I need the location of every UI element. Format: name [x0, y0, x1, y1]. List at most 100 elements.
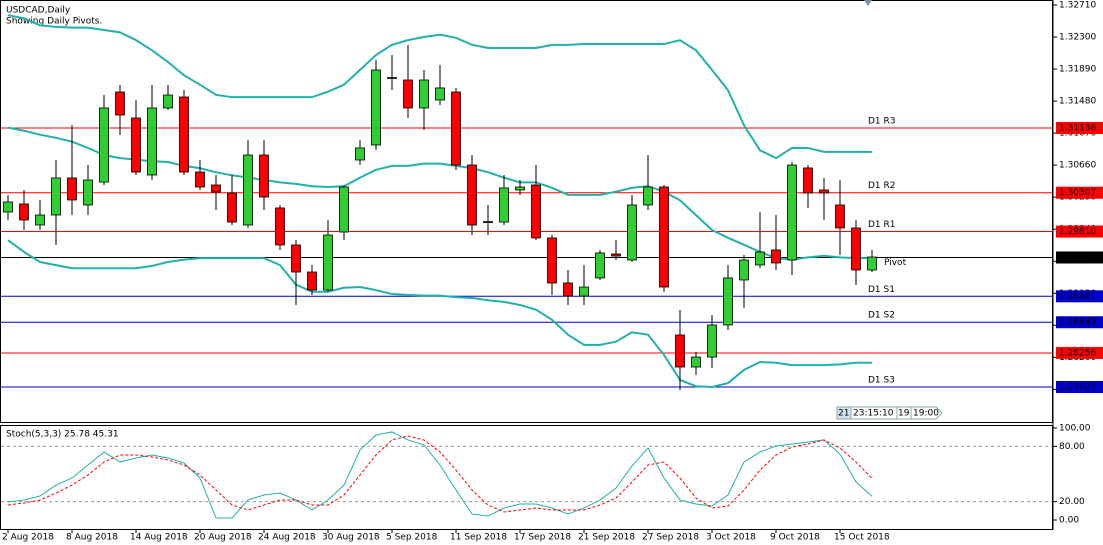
candle-body	[707, 324, 717, 358]
candle-body	[723, 277, 733, 326]
x-tick-label: 11 Sep 2018	[450, 533, 507, 543]
candle-body	[275, 207, 285, 246]
candle-body	[147, 107, 157, 176]
level-name: D1 S3	[868, 376, 895, 386]
price-box-label: 1.28981	[1059, 292, 1096, 302]
candle-body	[579, 286, 589, 297]
candle-body	[435, 87, 445, 101]
x-tick-label: 2 Aug 2018	[2, 533, 54, 543]
bollinger-band	[7, 14, 872, 160]
y-tick-label: 80.00	[1059, 442, 1085, 452]
price-box	[1056, 290, 1103, 303]
price-box-label: 1.29478	[1059, 253, 1096, 263]
candle-body	[35, 214, 45, 226]
price-box	[1056, 316, 1103, 329]
level-name: D1 S1	[868, 285, 895, 295]
candle-body	[867, 256, 877, 271]
candle-body	[371, 69, 381, 146]
candle-body	[627, 204, 637, 261]
x-tick-label: 9 Oct 2018	[770, 533, 820, 543]
candle-body	[195, 171, 205, 188]
candle-body	[163, 94, 173, 109]
candle-body	[771, 249, 781, 264]
x-tick-label: 24 Aug 2018	[258, 533, 316, 543]
price-box-label: 1.30307	[1059, 188, 1096, 198]
candle-body	[259, 154, 269, 198]
candle-body	[355, 147, 365, 161]
y-tick-label: 1.31890	[1059, 65, 1096, 75]
candle-body	[835, 204, 845, 229]
x-tick-label: 21 Sep 2018	[578, 533, 635, 543]
price-box	[1056, 346, 1103, 359]
shift-marker	[864, 0, 872, 6]
candle-body	[227, 192, 237, 223]
level-name: D1 R3	[868, 116, 896, 126]
candle-body	[675, 334, 685, 368]
candle-body	[643, 186, 653, 206]
candle-body	[547, 237, 557, 284]
price-box	[1056, 381, 1103, 394]
price-box-label: 1.31136	[1059, 123, 1096, 133]
candle-body	[419, 79, 429, 109]
price-box	[1056, 225, 1103, 238]
level-name: D1 S2	[868, 311, 895, 321]
widget-text: 21:	[838, 409, 852, 419]
level-name: D1 R2	[868, 181, 896, 191]
candle-body	[83, 179, 93, 206]
price-box	[1056, 186, 1103, 199]
y-tick-label: 1.30660	[1059, 161, 1096, 171]
widget-box	[910, 406, 943, 420]
candle-body	[483, 221, 493, 223]
chart-title: USDCAD,Daily	[6, 6, 71, 16]
candle-body	[179, 96, 189, 173]
y-tick-label: 100.00	[1059, 424, 1091, 434]
candle-body	[515, 186, 525, 191]
y-tick-label: 20.00	[1059, 497, 1085, 507]
x-tick-label: 8 Aug 2018	[66, 533, 118, 543]
candle-body	[499, 187, 509, 223]
candle-body	[115, 91, 125, 116]
candle-body	[99, 107, 109, 183]
level-name: Pivot	[884, 258, 907, 268]
widget-text: 19:	[898, 409, 912, 419]
x-tick-label: 17 Sep 2018	[514, 533, 571, 543]
x-tick-label: 14 Aug 2018	[130, 533, 188, 543]
y-tick-label: 0.00	[1059, 516, 1079, 526]
x-tick-label: 27 Sep 2018	[642, 533, 699, 543]
candle-body	[339, 186, 349, 233]
price-box-label: 1.28256	[1059, 348, 1096, 358]
y-tick-label: 1.31480	[1059, 97, 1096, 107]
candle-body	[211, 184, 221, 193]
widget-text: 23:15:10	[853, 409, 894, 419]
price-box-label: 1.27820	[1059, 383, 1096, 393]
candle-body	[387, 77, 397, 79]
candle-body	[67, 177, 77, 201]
candle-body	[819, 189, 829, 194]
price-box	[1056, 121, 1103, 134]
candle-body	[323, 234, 333, 291]
candle-body	[563, 282, 573, 297]
time-widget: 21: 23:15:10 19: 19:00	[836, 406, 943, 420]
x-tick-label: 5 Sep 2018	[386, 533, 438, 543]
candle-body	[787, 164, 797, 261]
candle-body	[19, 203, 29, 221]
chart-subtitle: Showing Daily Pivots.	[6, 17, 102, 27]
candle-body	[691, 356, 701, 368]
candle-body	[611, 253, 621, 257]
candle-body	[291, 244, 301, 273]
x-tick-label: 15 Oct 2018	[834, 533, 890, 543]
candle-body	[659, 186, 669, 288]
candle-body	[755, 251, 765, 266]
candle-body	[851, 227, 861, 271]
price-box-label: 1.29810	[1059, 227, 1096, 237]
widget-text: 19:00	[913, 409, 939, 419]
stoch-line	[7, 431, 873, 519]
candle-body	[51, 177, 61, 216]
candle-body	[531, 184, 541, 239]
level-name: D1 R1	[868, 220, 896, 230]
x-tick-label: 3 Oct 2018	[706, 533, 756, 543]
stoch-title: Stoch(5,3,3) 25.78 45.31	[6, 430, 119, 440]
candle-body	[467, 164, 477, 226]
bollinger-band	[7, 239, 872, 389]
